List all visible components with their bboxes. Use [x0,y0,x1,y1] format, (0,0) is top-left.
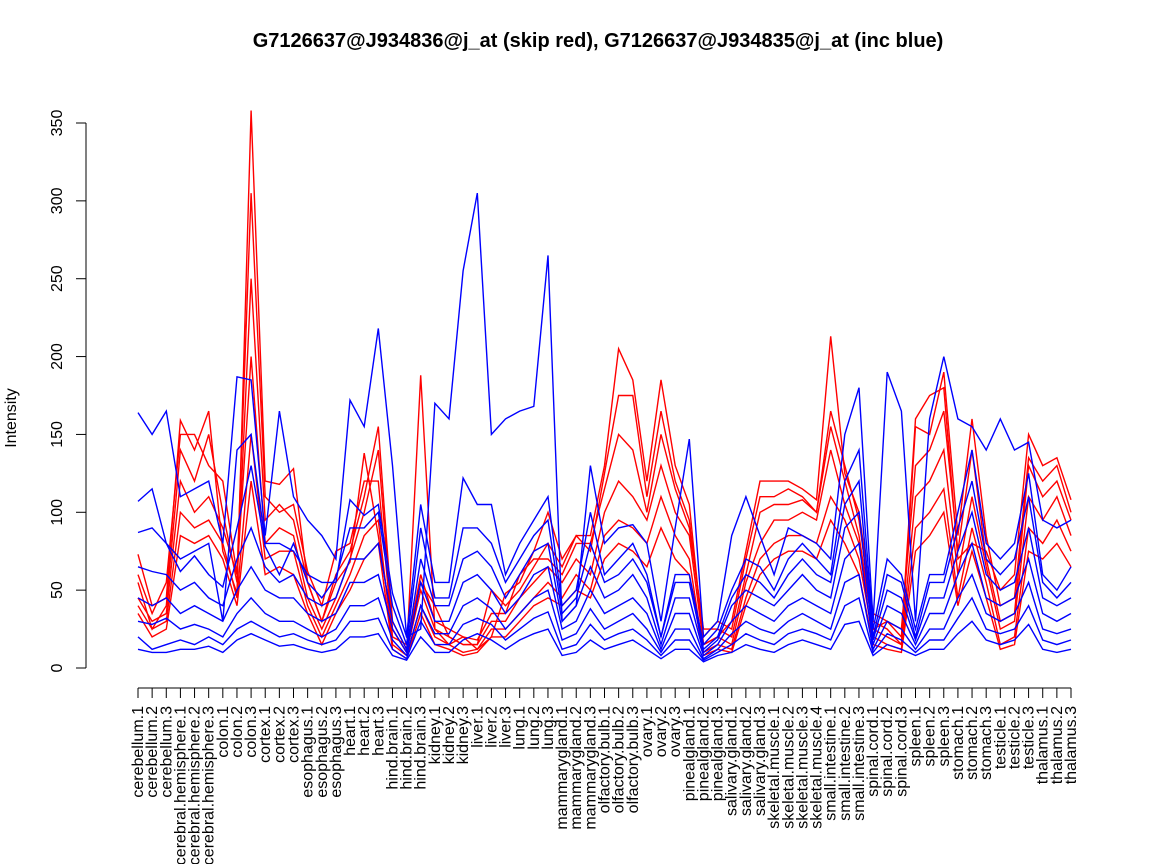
series-line-inc-14 [137,620,1072,663]
x-tick-label: lung.3 [540,706,557,750]
x-tick-label: spinal.cord.1 [865,706,882,797]
series-line-inc-11 [137,541,1072,657]
x-tick-label: esophagus.2 [314,706,331,798]
x-tick-label: thalamus.2 [1049,706,1066,784]
x-tick-label: ovary.3 [667,706,684,757]
chart-title: G7126637@J934836@j_at (skip red), G71266… [252,30,944,52]
x-tick-label: heart.3 [370,706,387,756]
series-line-inc-7 [137,192,1072,639]
x-tick-label: skeletal.muscle.2 [780,706,797,829]
x-tick-label: spinal.cord.2 [879,706,896,797]
x-tick-label: kidney.3 [455,706,472,765]
x-tick-label: cortex.1 [257,706,274,763]
x-tick-label: testicle.2 [1007,706,1024,769]
y-tick-label: 150 [49,421,66,448]
x-tick-label: small.intestine.3 [851,706,868,821]
x-tick-label: liver.2 [483,706,500,748]
series-line-inc-10 [137,509,1072,654]
x-tick-label: colon.2 [229,706,246,758]
x-tick-label: spleen.1 [908,706,925,767]
series-line-skip-1 [137,110,1072,655]
x-tick-label: thalamus.3 [1063,706,1080,784]
x-tick-label: mammarygland.1 [554,706,571,830]
x-tick-label: salivary.gland.2 [738,706,755,816]
x-tick-label: testicle.1 [992,706,1009,769]
x-tick-label: spleen.3 [936,706,953,767]
x-tick-label: stomach.3 [978,706,995,780]
x-tick-label: hind.brain.2 [399,706,416,790]
series-line-inc-12 [137,572,1072,660]
series-line-skip-6 [137,480,1072,660]
x-tick-label: salivary.gland.3 [752,706,769,816]
x-tick-label: heart.2 [356,706,373,756]
x-tick-label: testicle.3 [1021,706,1038,769]
x-tick-label: liver.1 [469,706,486,748]
x-tick-label: cerebral.hemisphere.2 [187,706,204,864]
series-line-inc-8 [137,432,1072,647]
x-tick-label: small.intestine.2 [837,706,854,821]
x-tick-label: spinal.cord.3 [893,706,910,797]
x-tick-label: heart.1 [342,706,359,756]
series-lines [137,110,1072,663]
x-tick-label: lung.1 [512,706,529,750]
x-tick-label: olfactory.bulb.1 [597,706,614,813]
y-tick-label: 350 [49,110,66,137]
x-axis: cerebellum.1cerebellum.2cerebellum.3cere… [130,687,1080,864]
x-tick-label: skeletal.muscle.4 [809,706,826,829]
x-tick-label: cerebellum.3 [158,706,175,798]
y-tick-label: 0 [49,663,66,672]
x-tick-label: ovary.1 [639,706,656,757]
x-tick-label: spleen.2 [922,706,939,767]
y-tick-label: 50 [49,581,66,599]
x-tick-label: cerebral.hemisphere.3 [201,706,218,864]
x-tick-label: pinealgland.2 [696,706,713,801]
x-tick-label: liver.3 [498,706,515,748]
x-tick-label: ovary.2 [653,706,670,757]
x-tick-label: stomach.2 [964,706,981,780]
y-tick-label: 100 [49,499,66,526]
x-tick-label: colon.3 [243,706,260,758]
x-tick-label: kidney.1 [427,706,444,765]
x-tick-label: pinealgland.1 [681,706,698,801]
x-tick-label: kidney.2 [441,706,458,765]
x-tick-label: hind.brain.1 [385,706,402,790]
x-tick-label: skeletal.muscle.3 [794,706,811,829]
series-line-skip-2 [137,193,1072,647]
x-tick-label: colon.1 [215,706,232,758]
x-tick-label: salivary.gland.1 [724,706,741,816]
x-tick-label: cerebellum.2 [144,706,161,798]
x-tick-label: esophagus.3 [328,706,345,798]
series-line-inc-9 [137,465,1072,651]
y-axis: 0 50 100 150 200 250 300 350 [49,110,87,672]
x-tick-label: hind.brain.3 [413,706,430,790]
x-tick-label: lung.2 [526,706,543,750]
series-line-inc-13 [137,596,1072,662]
x-tick-label: mammarygland.2 [568,706,585,830]
x-tick-label: skeletal.muscle.1 [766,706,783,829]
y-tick-label: 300 [49,187,66,214]
y-tick-label: 200 [49,343,66,370]
x-tick-label: olfactory.bulb.3 [625,706,642,813]
x-tick-label: cortex.2 [271,706,288,763]
x-tick-label: mammarygland.3 [582,706,599,830]
x-tick-label: cortex.3 [286,706,303,763]
x-tick-label: pinealgland.3 [710,706,727,801]
x-tick-label: cerebral.hemisphere.1 [172,706,189,864]
series-line-skip-4 [137,356,1072,655]
x-tick-label: cerebellum.1 [130,706,147,798]
x-tick-label: esophagus.1 [300,706,317,798]
x-tick-label: olfactory.bulb.2 [611,706,628,813]
x-tick-label: small.intestine.1 [823,706,840,821]
series-line-skip-3 [137,278,1072,652]
y-tick-label: 250 [49,265,66,292]
x-tick-label: thalamus.1 [1035,706,1052,784]
x-tick-label: stomach.1 [950,706,967,780]
